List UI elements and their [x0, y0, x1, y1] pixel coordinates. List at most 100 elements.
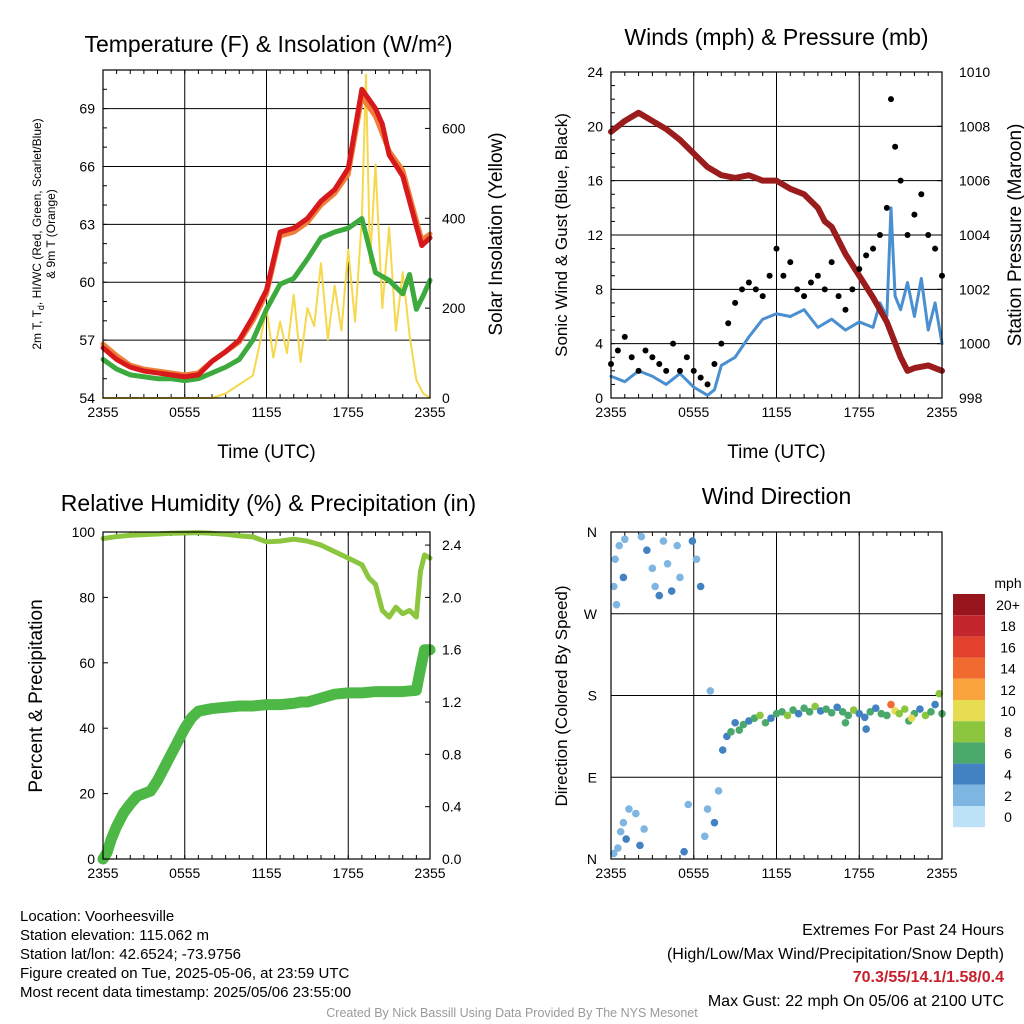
y-tick-label: S: [588, 688, 597, 704]
gust-point: [835, 293, 842, 300]
gust-point: [814, 272, 821, 279]
x-tick-label: 1155: [251, 404, 281, 420]
series-line: [100, 216, 433, 384]
direction-point: [614, 844, 622, 852]
direction-point: [637, 532, 646, 541]
y2-tick-label: 1.2: [442, 694, 462, 710]
wind-line: [609, 206, 944, 397]
gust-point: [656, 361, 663, 368]
station-location: Location: Voorheesville: [20, 908, 175, 925]
direction-point: [663, 559, 672, 568]
direction-point: [636, 841, 644, 850]
direction-point: [907, 714, 916, 723]
pressure-line: [608, 109, 945, 374]
y2-axis-label: Solar Insolation (Yellow): [486, 132, 507, 335]
y2-tick-label: 1006: [959, 173, 990, 189]
y-axis-label: 2m T, Td, HI/WC (Red, Green, Scarlet/Blu…: [30, 118, 46, 349]
direction-point: [655, 591, 664, 600]
y-tick-label: 100: [72, 524, 96, 540]
y2-tick-label: 600: [442, 120, 466, 136]
y2-tick-label: 1002: [959, 281, 990, 297]
direction-point: [883, 711, 891, 720]
gust-point: [794, 286, 801, 293]
direction-point: [900, 705, 909, 713]
gust-point: [642, 347, 649, 354]
colorbar-label: 0: [1004, 809, 1012, 825]
y2-tick-label: 0.4: [442, 799, 462, 815]
colorbar-label: 14: [1000, 661, 1016, 677]
direction-point: [838, 708, 847, 716]
y-axis-label-part: 2m T, T: [30, 309, 44, 349]
gust-point: [918, 191, 925, 198]
direction-point: [927, 708, 935, 716]
x-tick-label: 2355: [87, 404, 118, 420]
direction-point: [860, 713, 869, 722]
gust-point: [828, 259, 835, 266]
gust-point: [628, 354, 635, 361]
direction-point: [696, 582, 705, 591]
y-tick-label: 69: [79, 101, 95, 117]
extremes-info: Extremes For Past 24 Hours (High/Low/Max…: [667, 919, 1004, 1013]
gust-point: [752, 286, 759, 293]
colorbar-label: 6: [1004, 745, 1012, 761]
y-tick-label: N: [587, 524, 597, 540]
x-tick-label: 1755: [333, 865, 364, 881]
x-tick-label: 0555: [678, 865, 709, 881]
direction-point: [616, 827, 625, 836]
direction-point: [692, 555, 701, 564]
x-tick-label: 2355: [414, 404, 445, 420]
gust-point: [614, 347, 621, 354]
direction-point: [887, 700, 895, 709]
y-tick-label: 12: [587, 227, 603, 243]
recent-timestamp: Most recent data timestamp: 2025/05/06 2…: [20, 984, 352, 1001]
panel-2: 2355 0555 1155 1755 235504812162024998100010…: [552, 24, 1024, 463]
direction-point: [710, 818, 719, 827]
x-tick-label: 1155: [761, 865, 791, 881]
y2-tick-label: 2.4: [442, 537, 462, 553]
gust-point: [925, 232, 932, 238]
direction-point: [822, 705, 830, 713]
direction-point: [921, 711, 930, 720]
plot-frame: [102, 69, 431, 399]
gust-point: [621, 333, 628, 340]
y-tick-label: 24: [587, 64, 603, 80]
gust-point: [801, 293, 808, 300]
gust-point: [821, 286, 828, 293]
gust-point: [876, 232, 883, 238]
gust-point: [780, 272, 787, 279]
colorbar-swatch: [953, 763, 985, 785]
direction-point: [673, 541, 681, 550]
figure-created: Figure created on Tue, 2025-05-06, at 23…: [20, 965, 350, 982]
colorbar-swatch: [953, 636, 985, 658]
gust-point: [911, 211, 918, 218]
direction-point: [862, 725, 870, 733]
direction-point: [833, 703, 841, 712]
y2-tick-label: 0: [442, 390, 450, 406]
y2-tick-label: 200: [442, 300, 466, 316]
direction-point: [667, 587, 676, 595]
gust-point: [732, 299, 739, 306]
y2-axis-label: Station Pressure (Maroon): [1005, 124, 1024, 347]
y-tick-label: W: [584, 606, 598, 622]
direction-point: [684, 800, 693, 809]
credit-line: Created By Nick Bassill Using Data Provi…: [326, 1006, 698, 1020]
direction-point: [872, 704, 880, 713]
direction-point: [703, 805, 712, 813]
gust-point: [697, 374, 704, 381]
gust-point: [766, 272, 773, 279]
x-tick-label: 2355: [926, 404, 957, 420]
y-axis-label-part: , HI/WC (Red, Green, Scarlet/Blue): [30, 118, 44, 305]
gust-point: [649, 354, 656, 361]
colorbar-swatch: [953, 657, 985, 679]
direction-point: [609, 582, 618, 591]
extremes-title: Extremes For Past 24 Hours: [802, 922, 1004, 939]
direction-point: [844, 711, 853, 720]
colorbar-label: 16: [1000, 639, 1016, 655]
direction-point: [706, 687, 715, 695]
max-gust: Max Gust: 22 mph On 05/06 at 2100 UTC: [707, 992, 1004, 1010]
direction-point: [619, 573, 628, 582]
x-tick-label: 1755: [333, 404, 364, 420]
gust-point: [676, 367, 683, 374]
direction-point: [827, 708, 836, 717]
